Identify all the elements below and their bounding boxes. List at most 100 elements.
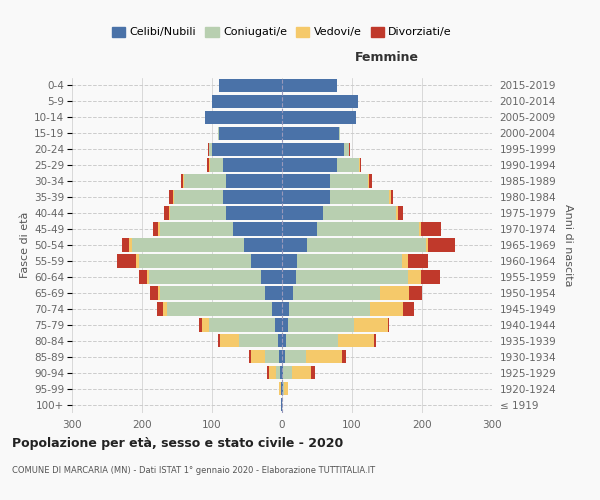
Bar xyxy=(421,222,441,236)
Y-axis label: Anni di nascita: Anni di nascita xyxy=(563,204,573,286)
Bar xyxy=(282,334,286,347)
Bar xyxy=(311,366,315,380)
Bar xyxy=(280,366,282,380)
Bar xyxy=(209,142,212,156)
Bar xyxy=(282,206,323,220)
Bar xyxy=(286,334,338,347)
Bar xyxy=(167,302,271,316)
Legend: Celibi/Nubili, Coniugati/e, Vedovi/e, Divorziati/e: Celibi/Nubili, Coniugati/e, Vedovi/e, Di… xyxy=(107,22,457,42)
Bar xyxy=(428,238,455,252)
Bar xyxy=(233,222,282,236)
Bar xyxy=(282,350,285,364)
Bar xyxy=(329,174,368,188)
Bar xyxy=(306,350,342,364)
Bar xyxy=(170,206,226,220)
Bar xyxy=(409,286,422,300)
Bar xyxy=(205,110,282,124)
Bar xyxy=(150,286,158,300)
Bar xyxy=(391,190,394,204)
Bar xyxy=(282,222,317,236)
Bar xyxy=(219,78,282,92)
Bar xyxy=(249,350,251,364)
Bar xyxy=(160,286,265,300)
Bar xyxy=(212,142,282,156)
Bar xyxy=(226,206,282,220)
Bar xyxy=(369,174,371,188)
Bar xyxy=(220,334,239,347)
Bar xyxy=(209,318,275,332)
Bar xyxy=(131,238,244,252)
Bar xyxy=(223,158,282,172)
Bar xyxy=(278,334,282,347)
Bar xyxy=(359,158,360,172)
Bar xyxy=(282,270,296,283)
Bar xyxy=(354,318,388,332)
Bar xyxy=(157,302,163,316)
Bar xyxy=(282,110,355,124)
Bar xyxy=(360,158,361,172)
Bar xyxy=(158,286,160,300)
Bar xyxy=(181,174,184,188)
Bar xyxy=(209,158,210,172)
Bar xyxy=(282,78,337,92)
Bar xyxy=(396,206,398,220)
Bar xyxy=(421,270,440,283)
Bar xyxy=(212,94,282,108)
Bar xyxy=(244,238,282,252)
Text: COMUNE DI MARCARIA (MN) - Dati ISTAT 1° gennaio 2020 - Elaborazione TUTTITALIA.I: COMUNE DI MARCARIA (MN) - Dati ISTAT 1° … xyxy=(12,466,375,475)
Bar xyxy=(292,366,311,380)
Bar xyxy=(208,142,209,156)
Bar xyxy=(271,302,282,316)
Bar xyxy=(323,206,396,220)
Bar xyxy=(169,206,170,220)
Bar xyxy=(117,254,136,268)
Bar xyxy=(370,302,403,316)
Bar xyxy=(317,222,419,236)
Bar xyxy=(368,174,369,188)
Bar xyxy=(282,142,344,156)
Bar xyxy=(218,126,219,140)
Bar xyxy=(283,382,284,396)
Bar xyxy=(210,158,223,172)
Bar xyxy=(289,302,370,316)
Bar xyxy=(149,270,261,283)
Bar xyxy=(282,318,287,332)
Bar xyxy=(408,270,421,283)
Bar xyxy=(169,190,173,204)
Bar xyxy=(281,382,282,396)
Bar xyxy=(147,270,149,283)
Bar xyxy=(218,334,220,347)
Bar xyxy=(265,286,282,300)
Bar xyxy=(307,238,425,252)
Bar xyxy=(275,318,282,332)
Bar xyxy=(136,254,139,268)
Bar xyxy=(202,318,209,332)
Bar xyxy=(282,126,340,140)
Bar xyxy=(282,190,329,204)
Bar xyxy=(139,254,251,268)
Bar xyxy=(419,222,421,236)
Bar xyxy=(267,366,269,380)
Bar xyxy=(344,142,349,156)
Bar xyxy=(219,126,282,140)
Bar xyxy=(164,206,169,220)
Bar xyxy=(296,270,408,283)
Bar xyxy=(388,318,389,332)
Bar xyxy=(226,174,282,188)
Bar xyxy=(184,174,226,188)
Bar xyxy=(283,366,292,380)
Bar xyxy=(338,334,374,347)
Bar xyxy=(389,190,391,204)
Y-axis label: Fasce di età: Fasce di età xyxy=(20,212,30,278)
Bar xyxy=(293,286,380,300)
Bar xyxy=(282,366,283,380)
Bar xyxy=(282,302,289,316)
Bar xyxy=(398,206,403,220)
Bar xyxy=(374,334,376,347)
Bar xyxy=(281,398,282,411)
Bar xyxy=(287,318,354,332)
Bar xyxy=(279,382,281,396)
Bar xyxy=(349,142,350,156)
Bar xyxy=(342,350,346,364)
Bar xyxy=(251,350,265,364)
